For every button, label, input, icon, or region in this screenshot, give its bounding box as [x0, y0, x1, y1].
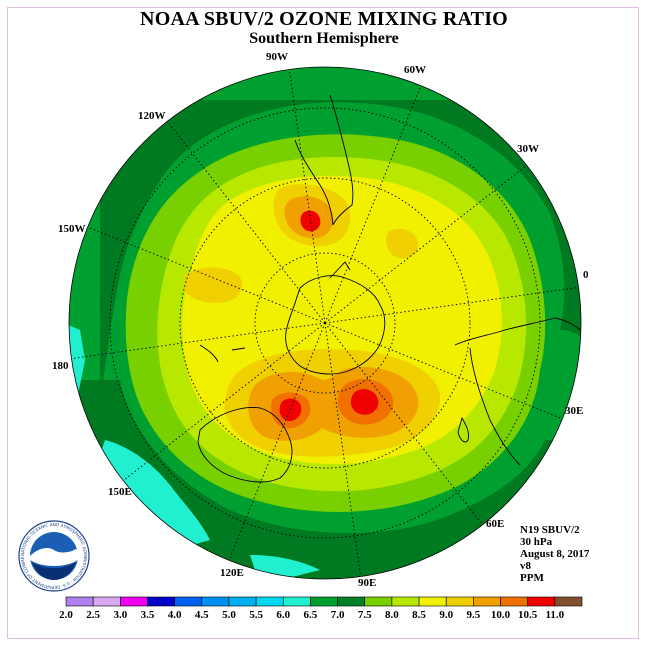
- colorbar-tick-label: 5.0: [222, 609, 236, 621]
- latitude-circles: [109, 107, 541, 539]
- meridian-line: [167, 120, 326, 324]
- antarctica-coast: [285, 261, 386, 375]
- australia-coast: [197, 407, 293, 483]
- zone-red-3: [300, 210, 321, 232]
- coastlines: [197, 94, 581, 483]
- colorbar-tick-label: 8.5: [412, 609, 426, 621]
- zone-red-2: [350, 389, 379, 415]
- meridian-line: [122, 322, 326, 481]
- colorbar-tick-label: 7.5: [358, 609, 372, 621]
- colorbar-swatch: [445, 596, 474, 607]
- colorbar-swatch: [228, 596, 257, 607]
- new-zealand-coast: [199, 344, 246, 363]
- colorbar-swatch: [120, 596, 148, 607]
- colorbar-tick-label: 4.0: [168, 609, 182, 621]
- colorbar-tick-label: 9.5: [466, 609, 480, 621]
- longitude-label-layer: 90W 60W 30W 0 30E 60E 90E 120E 150E 180 …: [52, 51, 589, 589]
- noaa-logo: NATIONAL OCEANIC AND ATMOSPHERIC ADMINIS…: [18, 520, 90, 592]
- info-block: N19 SBUV/2 30 hPa August 8, 2017 v8 PPM: [520, 524, 589, 584]
- colorbar-tick-label: 3.5: [141, 609, 155, 621]
- colorbar-swatch: [147, 596, 175, 607]
- colorbar-tick-label: 2.0: [59, 609, 73, 621]
- colorbar-tick-label: 9.0: [439, 609, 453, 621]
- lon-label-150w: 150W: [58, 223, 86, 235]
- lon-label-120e: 120E: [220, 567, 244, 579]
- meridian-line: [324, 322, 362, 577]
- info-satellite: N19 SBUV/2: [520, 524, 580, 536]
- colorbar-tick-label: 7.0: [331, 609, 345, 621]
- meridian-lines: [71, 69, 579, 577]
- madagascar-coast: [457, 416, 469, 443]
- zone-gold-west: [184, 267, 243, 303]
- lon-label-60w: 60W: [404, 64, 426, 76]
- colorbar: 2.0 2.5 3.0 3.5 4.0 4.5 5.0 5.5 6.0 6.5 7.0 7.5 8.0 8…: [59, 596, 583, 621]
- info-version: v8: [520, 560, 531, 572]
- colorbar-tick-label: 4.5: [195, 609, 209, 621]
- meridian-line: [324, 322, 563, 420]
- colorbar-tick-label: 6.0: [276, 609, 290, 621]
- africa-coast: [454, 317, 581, 466]
- colorbar-swatch: [391, 596, 420, 607]
- colorbar-swatch: [201, 596, 230, 607]
- figure-frame: [7, 7, 639, 639]
- colorbar-swatch: [337, 596, 366, 607]
- lon-label-0: 0: [583, 269, 589, 281]
- lon-label-90w: 90W: [266, 51, 288, 63]
- map-boundary: [68, 66, 582, 580]
- meridian-line: [324, 286, 579, 324]
- colorbar-tick-label: 2.5: [86, 609, 100, 621]
- lon-label-150e: 150E: [108, 486, 132, 498]
- colorbar-swatch: [174, 596, 203, 607]
- colorbar-swatch: [527, 596, 556, 607]
- colorbar-swatch: [364, 596, 393, 607]
- colorbar-swatch: [65, 596, 94, 607]
- lon-label-30w: 30W: [517, 143, 539, 155]
- ozone-field: [69, 67, 581, 579]
- lon-label-90e: 90E: [358, 577, 376, 589]
- colorbar-tick-label: 3.0: [113, 609, 127, 621]
- zone-gold-east: [386, 228, 419, 259]
- colorbar-swatch: [554, 596, 583, 607]
- logo-text: NOAA: [38, 552, 70, 563]
- colorbar-swatch: [282, 596, 311, 607]
- meridian-line: [228, 322, 326, 561]
- lon-label-120w: 120W: [138, 110, 166, 122]
- map-subtitle: Southern Hemisphere: [249, 30, 399, 47]
- colorbar-tick-label: 10.5: [518, 609, 538, 621]
- colorbar-swatch: [310, 596, 338, 607]
- lon-label-180: 180: [52, 360, 69, 372]
- lon-label-60e: 60E: [486, 518, 504, 530]
- colorbar-tick-label: 10.0: [491, 609, 511, 621]
- colorbar-swatch: [500, 596, 528, 607]
- colorbar-tick-label: 11.0: [546, 609, 565, 621]
- info-date: August 8, 2017: [520, 548, 590, 560]
- meridian-line: [288, 69, 326, 324]
- meridian-line: [324, 85, 422, 324]
- colorbar-tick-label: 8.0: [385, 609, 399, 621]
- colorbar-tick-label: 5.5: [249, 609, 263, 621]
- zone-cyan-south: [95, 440, 210, 560]
- meridian-line: [87, 226, 326, 324]
- colorbar-swatch: [255, 596, 284, 607]
- info-level: 30 hPa: [520, 536, 553, 548]
- map-title: NOAA SBUV/2 OZONE MIXING RATIO: [140, 8, 508, 30]
- meridian-line: [71, 322, 326, 360]
- lon-label-30e: 30E: [565, 405, 583, 417]
- meridian-line: [324, 322, 483, 526]
- colorbar-swatch: [473, 596, 501, 607]
- south-america-coast: [294, 94, 354, 226]
- colorbar-swatch: [92, 596, 121, 607]
- zone-red-1: [279, 398, 302, 422]
- colorbar-swatch: [418, 596, 447, 607]
- info-units: PPM: [520, 572, 544, 584]
- colorbar-tick-label: 6.5: [304, 609, 318, 621]
- meridian-line: [324, 165, 528, 324]
